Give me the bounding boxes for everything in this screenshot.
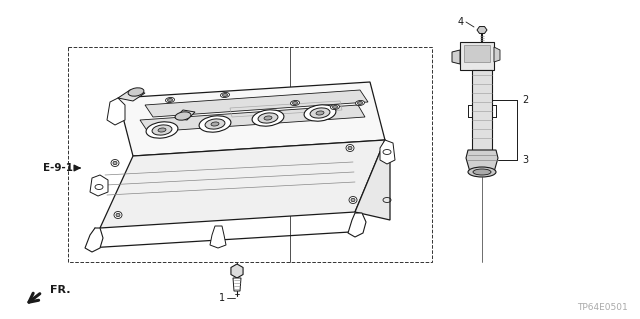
- Ellipse shape: [310, 108, 330, 118]
- Ellipse shape: [473, 169, 491, 175]
- Ellipse shape: [168, 99, 173, 101]
- Ellipse shape: [223, 93, 227, 97]
- Ellipse shape: [146, 122, 178, 138]
- Ellipse shape: [348, 146, 352, 150]
- Polygon shape: [140, 105, 365, 132]
- Polygon shape: [348, 213, 366, 237]
- Ellipse shape: [116, 213, 120, 217]
- Ellipse shape: [358, 101, 362, 105]
- Polygon shape: [477, 26, 487, 33]
- Ellipse shape: [333, 106, 337, 108]
- Ellipse shape: [211, 122, 219, 126]
- Text: TP64E0501: TP64E0501: [577, 303, 628, 312]
- Ellipse shape: [158, 128, 166, 132]
- Ellipse shape: [152, 125, 172, 135]
- Ellipse shape: [199, 116, 231, 132]
- Ellipse shape: [351, 198, 355, 202]
- Polygon shape: [380, 140, 395, 164]
- Polygon shape: [107, 98, 125, 125]
- Polygon shape: [210, 226, 226, 248]
- Polygon shape: [85, 228, 103, 252]
- Ellipse shape: [304, 105, 336, 121]
- Polygon shape: [233, 278, 241, 291]
- Ellipse shape: [175, 112, 191, 120]
- Polygon shape: [452, 50, 460, 64]
- Polygon shape: [118, 82, 385, 156]
- Polygon shape: [118, 90, 145, 101]
- Ellipse shape: [128, 88, 144, 96]
- Polygon shape: [90, 175, 108, 196]
- Ellipse shape: [252, 110, 284, 126]
- Polygon shape: [231, 264, 243, 278]
- Ellipse shape: [264, 116, 272, 120]
- Ellipse shape: [316, 111, 324, 115]
- Ellipse shape: [291, 100, 300, 106]
- Ellipse shape: [258, 113, 278, 123]
- Polygon shape: [355, 140, 390, 220]
- Polygon shape: [472, 70, 492, 150]
- Ellipse shape: [292, 101, 298, 105]
- Text: FR.: FR.: [50, 285, 70, 295]
- Ellipse shape: [330, 104, 339, 109]
- Ellipse shape: [349, 197, 357, 204]
- Polygon shape: [100, 140, 385, 228]
- Ellipse shape: [113, 161, 117, 165]
- Text: 2: 2: [522, 95, 528, 105]
- Polygon shape: [494, 47, 500, 62]
- Ellipse shape: [166, 98, 175, 102]
- Ellipse shape: [205, 119, 225, 129]
- Text: E-9-1: E-9-1: [43, 163, 73, 173]
- Ellipse shape: [111, 160, 119, 167]
- Polygon shape: [464, 45, 490, 62]
- Ellipse shape: [346, 145, 354, 152]
- Polygon shape: [466, 150, 498, 172]
- Polygon shape: [145, 90, 368, 117]
- Text: 3: 3: [522, 155, 528, 165]
- Ellipse shape: [356, 100, 364, 106]
- Text: 1: 1: [219, 293, 225, 303]
- Polygon shape: [460, 42, 494, 70]
- Ellipse shape: [114, 211, 122, 219]
- Ellipse shape: [468, 167, 496, 177]
- Text: 4: 4: [458, 17, 464, 27]
- Ellipse shape: [221, 93, 230, 98]
- Polygon shape: [175, 110, 195, 120]
